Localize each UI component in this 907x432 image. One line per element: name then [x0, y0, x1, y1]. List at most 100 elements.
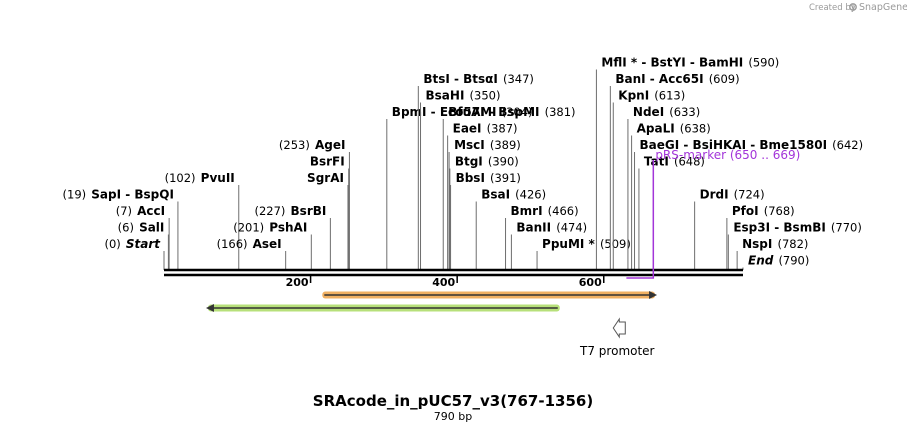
site-name: BanII [516, 221, 551, 235]
site-position: (770) [831, 221, 862, 235]
site-position: (638) [680, 122, 711, 136]
site-position: (387) [487, 122, 518, 136]
site-position: (253) [279, 138, 310, 152]
site-label: End (790) [748, 250, 809, 269]
site-position: (790) [778, 254, 809, 268]
site-position: (613) [654, 89, 685, 103]
site-position: (381) [545, 105, 576, 119]
site-position: (648) [674, 155, 705, 169]
site-position: (633) [669, 105, 700, 119]
site-drdi: DrdI (724) [694, 188, 765, 270]
site-label: (201) PshAI [233, 217, 307, 236]
site-bmri: BmrI (466) [505, 200, 579, 270]
site-label: (227) BsrBI [255, 200, 327, 219]
marker-name: pRS-marker [655, 148, 726, 162]
site-name: NdeI [633, 105, 664, 119]
site-position: (391) [490, 171, 521, 185]
tick-label: 600 [579, 276, 602, 289]
site-label: BbsI (391) [456, 167, 521, 186]
site-label: NspI (782) [742, 233, 808, 252]
site-position: (509) [600, 237, 631, 251]
feature-arrowhead [205, 304, 214, 312]
tick-label: 200 [286, 276, 309, 289]
site-label: PpuMI * (509) [542, 233, 631, 252]
snapgene-logo-icon [849, 3, 857, 11]
marker-feature: pRS-marker (650 .. 669) [626, 148, 800, 279]
marker-range: (650 .. 669) [730, 148, 800, 162]
site-label: (19) SapI - BspQI [63, 184, 174, 203]
site-btgi: BtgI (390) [449, 155, 519, 270]
site-position: (389) [490, 138, 521, 152]
site-pfoi: PfoI (768) [726, 204, 795, 270]
site-position: (390) [488, 155, 519, 169]
promoter-arrow-icon [612, 317, 626, 339]
site-label: Esp3I - BsmBI (770) [733, 217, 862, 236]
site-sgrai: SgrAI [307, 171, 349, 270]
site-name: PvuII [201, 171, 235, 185]
site-name: Start [126, 237, 161, 251]
site-name: PpuMI * [542, 237, 596, 251]
site-label: (7) AccI [116, 200, 165, 219]
feature-arrowhead [649, 291, 658, 299]
site-label: EaeI (387) [453, 118, 518, 137]
site-eaei: EaeI (387) [447, 118, 518, 270]
site-label: KpnI (613) [618, 85, 685, 104]
site-label: (253) AgeI [279, 134, 346, 153]
tick-200: 200 [286, 276, 312, 289]
site-btsi-bts-i: BtsI - BtsαI (347) [417, 72, 534, 270]
site-label: BfuAI - BspMI (381) [448, 101, 575, 120]
site-position: (782) [777, 237, 808, 251]
site-position: (347) [503, 72, 534, 86]
site-position: (19) [63, 188, 87, 202]
site-bsrfi: BsrFI [310, 155, 350, 270]
site-name: ApaLI [637, 122, 675, 136]
site-name: BsaI [481, 188, 510, 202]
features [205, 291, 658, 312]
site-esp3i-bsmbi: Esp3I - BsmBI (770) [727, 217, 862, 270]
site-label: ApaLI (638) [637, 118, 711, 137]
site-label: (102) PvuII [165, 167, 235, 186]
site-name: BmrI [511, 204, 543, 218]
site-sapi-bspqi: (19) SapI - BspQI [63, 184, 179, 270]
site-bsai: BsaI (426) [475, 188, 546, 270]
site-kpni: KpnI (613) [612, 85, 685, 270]
site-position: (0) [104, 237, 120, 251]
site-label: (0) Start [104, 233, 161, 252]
site-bani-acc65i: BanI - Acc65I (609) [609, 72, 740, 270]
site-baegi-bsihkai-bme1580i: BaeGI - BsiHKAI - Bme1580I (642) [634, 138, 863, 270]
axis-ticks: 200 400 600 [286, 276, 605, 289]
site-position: (6) [118, 221, 134, 235]
site-label: MflI * - BstYI - BamHI (590) [601, 52, 779, 71]
site-name: BbsI [456, 171, 485, 185]
site-name: BtgI [455, 155, 483, 169]
site-label: (6) SalI [118, 217, 165, 236]
site-name: BfuAI - BspMI [448, 105, 539, 119]
site-position: (724) [734, 188, 765, 202]
map-title: SRAcode_in_pUC57_v3(767-1356) [313, 392, 593, 410]
site-name: Esp3I - BsmBI [733, 221, 825, 235]
dna-backbone [164, 268, 743, 277]
site-position: (426) [515, 188, 546, 202]
site-position: (642) [832, 138, 863, 152]
site-banii: BanII (474) [510, 217, 587, 270]
site-position: (201) [233, 221, 264, 235]
site-name: KpnI [618, 89, 649, 103]
site-label: BanII (474) [516, 217, 587, 236]
site-name: BsrFI [310, 155, 345, 169]
tick-label: 400 [432, 276, 455, 289]
site-bbsi: BbsI (391) [450, 167, 521, 270]
site-name: MflI * - BstYI - BamHI [601, 56, 743, 70]
site-position: (102) [165, 171, 196, 185]
site-label: SgrAI [307, 171, 344, 185]
site-start: (0) Start [104, 233, 165, 270]
site-name: MscI [454, 138, 485, 152]
site-label: (166) AseI [217, 233, 282, 252]
site-msci: MscI (389) [448, 138, 521, 270]
site-name: PfoI [732, 204, 759, 218]
site-nspi: NspI (782) [736, 233, 808, 270]
site-label: NdeI (633) [633, 101, 700, 120]
site-ppumi: PpuMI * (509) [536, 233, 631, 270]
site-name: BanI - Acc65I [615, 72, 703, 86]
site-label: BmrI (466) [511, 200, 579, 219]
